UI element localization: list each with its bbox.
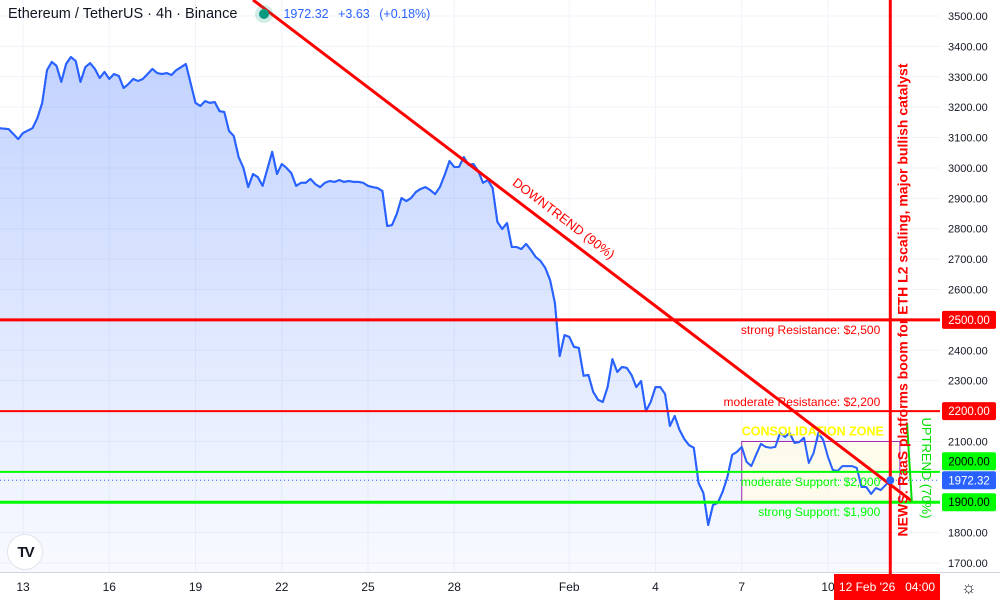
axes: 1700.00 1800.00 2100.00 2300.00 2400.00 2600.… [0,11,1000,600]
y-tick-label: 1700.00 [948,558,988,570]
last-price-marker [886,476,895,485]
y-tick-label: 2600.00 [948,285,988,297]
downtrend-line [252,0,913,503]
y-tick-label: 3100.00 [948,133,988,145]
x-tick-label: 28 [448,580,462,594]
level-axis-badge [942,402,996,421]
crosshair-time: 04:00 [905,580,936,594]
x-tick-label: 10 [821,580,835,594]
settings-sun-icon[interactable]: ☼ [961,578,977,597]
price-area-fill [0,57,891,572]
y-tick-label: 3300.00 [948,72,988,84]
y-tick-label: 1800.00 [948,528,988,540]
price-readout: 1972.32 +3.63 (+0.18%) [283,7,436,21]
x-tick-label: 13 [16,580,30,594]
y-tick-label: 3000.00 [948,163,988,175]
y-tick-label: 2700.00 [948,254,988,266]
current-price-label: 1972.32 [948,475,990,487]
x-tick-label: 19 [189,580,203,594]
y-tick-label: 2100.00 [948,436,988,448]
level-axis-label: 2000.00 [948,456,990,468]
symbol-title[interactable]: Ethereum / TetherUS · 4h · Binance [8,6,238,22]
y-tick-label: 2300.00 [948,376,988,388]
uptrend-line [906,423,913,503]
current-price-badge [942,471,996,490]
level-label: strong Resistance: $2,500 [741,323,881,337]
level-label: strong Support: $1,900 [758,505,880,519]
level-axis-label: 2500.00 [948,315,990,327]
consolidation-zone-label: CONSOLIDATION ZONE [742,424,884,438]
x-tick-label: Feb [559,580,580,594]
logo-text: TV [17,543,34,561]
price-change: +3.63 [338,7,370,21]
level-axis-badge [942,452,996,471]
y-tick-label: 2800.00 [948,224,988,236]
tradingview-logo-icon[interactable]: TV [7,534,43,570]
news-label: NEWS: RaaS platforms boom for ETH L2 sca… [894,63,910,536]
uptrend-label: UPTREND (70%) [919,417,934,518]
crosshair-date: 12 Feb '26 [838,580,896,594]
price-change-pct: (+0.18%) [379,7,431,21]
y-tick-label: 3400.00 [948,41,988,53]
price-line-overlay [0,56,892,526]
market-status-icon [259,9,270,19]
x-tick-label: 16 [103,580,117,594]
last-price: 1972.32 [283,7,329,21]
crosshair-date-badge: 12 Feb '26 04:00 [834,574,940,600]
plot-area: CONSOLIDATION ZONE strong Resistance: $2,… [0,0,940,572]
y-tick-label: 3200.00 [948,102,988,114]
level-axis-label: 1900.00 [948,497,990,509]
chart-header: Ethereum / TetherUS · 4h · Binance 1972.… [8,6,436,22]
level-label: moderate Support: $2,000 [741,475,881,489]
y-tick-label: 3500.00 [948,11,988,23]
level-axis-badge [942,493,996,512]
level-label: moderate Resistance: $2,200 [724,395,881,409]
level-axis-badge [942,310,996,329]
x-tick-label: 4 [652,580,659,594]
x-tick-label: 22 [275,580,289,594]
y-tick-label: 2400.00 [948,345,988,357]
x-tick-label: 25 [361,580,375,594]
level-axis-label: 2200.00 [948,406,990,418]
y-tick-label: 2900.00 [948,193,988,205]
x-tick-label: 7 [738,580,745,594]
